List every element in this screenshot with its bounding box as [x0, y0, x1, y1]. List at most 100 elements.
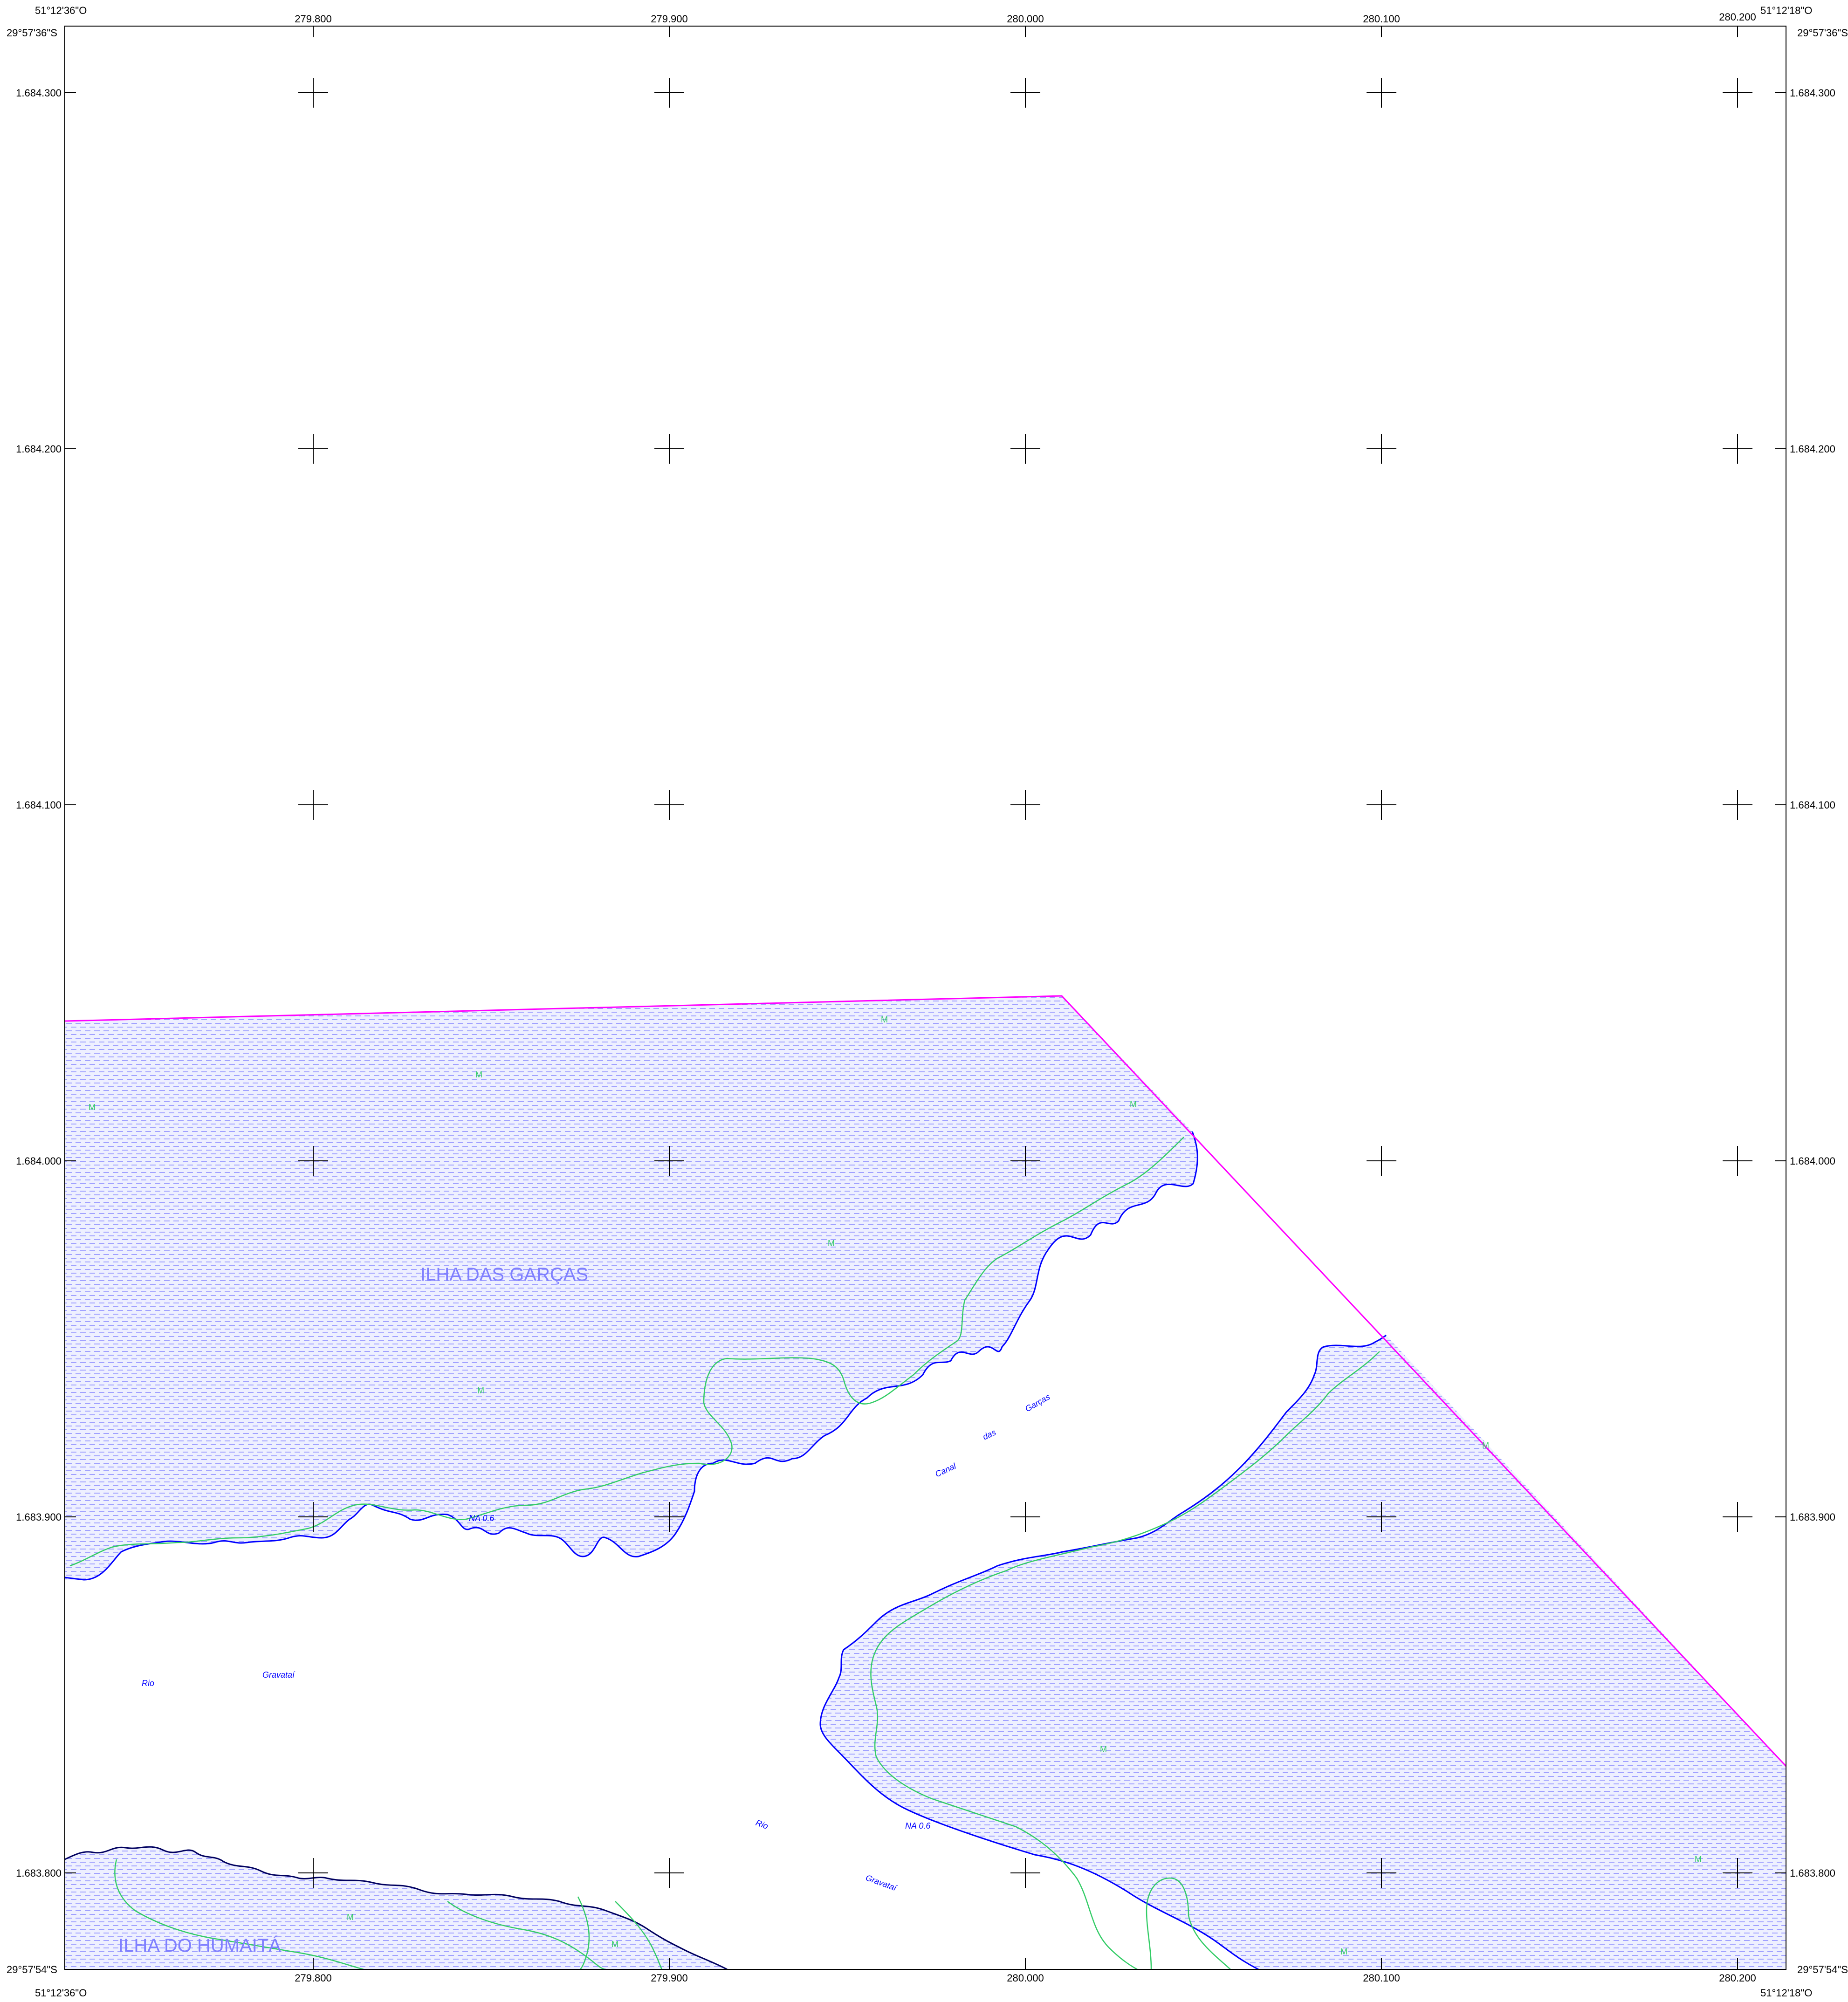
- water-label-gravatai: Gravataí: [865, 1873, 899, 1893]
- vegetation-mark: M: [1695, 1855, 1702, 1864]
- right-northing-label: 1.684.200: [1790, 443, 1835, 455]
- water-level-label: NA 0.6: [905, 1821, 931, 1831]
- grid-cross: [1723, 434, 1752, 464]
- grid-cross: [1723, 78, 1752, 108]
- corner-coordinates: 51°12'36"O 29°57'36"S 51°12'18"O 29°57'3…: [7, 5, 1848, 1999]
- place-name-ilha-das-garcas: ILHA DAS GARÇAS: [420, 1264, 588, 1285]
- vegetation-mark: M: [1340, 1947, 1347, 1956]
- grid-cross: [1010, 1858, 1040, 1888]
- grid-cross: [298, 1858, 328, 1888]
- grid-cross: [654, 434, 684, 464]
- grid-cross: [298, 1146, 328, 1176]
- top-left-latitude: 29°57'36"S: [7, 27, 57, 39]
- left-northing-label: 1.684.100: [16, 799, 62, 811]
- grid-cross: [298, 78, 328, 108]
- vegetation-mark: M: [475, 1070, 482, 1079]
- water-label-rio: Rio: [755, 1818, 769, 1831]
- top-right-longitude: 51°12'18"O: [1760, 5, 1812, 16]
- grid-cross: [1367, 790, 1396, 820]
- grid-cross: [1723, 1146, 1752, 1176]
- right-northing-labels: 1.684.300 1.684.200 1.684.100 1.684.000 …: [1790, 87, 1835, 1879]
- ilha-das-garcas-area: [65, 996, 1198, 1580]
- vegetation-mark: M: [347, 1913, 354, 1922]
- ilha-do-humaita-vegetation-line-4: [615, 1901, 663, 1969]
- grid-cross: [1010, 78, 1040, 108]
- bottom-easting-labels: 279.800 279.900 280.000 280.100 280.200: [295, 1972, 1756, 1984]
- water-label-gravatai: Gravataí: [262, 1670, 295, 1680]
- grid-cross: [1367, 434, 1396, 464]
- ilha-do-humaita-vegetation-line: [114, 1859, 364, 1969]
- grid-cross: [654, 1146, 684, 1176]
- left-northing-label: 1.683.900: [16, 1511, 62, 1523]
- bottom-right-latitude: 29°57'54"S: [1797, 1964, 1848, 1975]
- lower-right-vegetation-line: [870, 1351, 1380, 1969]
- bottom-easting-label: 280.200: [1719, 1972, 1756, 1984]
- grid-cross: [298, 434, 328, 464]
- lower-right-marsh-area: [820, 1335, 1786, 1969]
- water-label-das: das: [981, 1427, 997, 1441]
- vegetation-mark: M: [881, 1015, 888, 1024]
- vegetation-mark: M: [1482, 1441, 1489, 1450]
- left-northing-label: 1.683.800: [16, 1867, 62, 1879]
- project-boundary-line: [65, 995, 1786, 1767]
- ilha-do-humaita-vegetation-line-2: [447, 1900, 606, 1969]
- right-northing-label: 1.684.000: [1790, 1155, 1835, 1167]
- map-frame: [64, 26, 1786, 1970]
- top-easting-label: 280.000: [1007, 13, 1044, 25]
- grid-cross: [1010, 1146, 1040, 1176]
- grid-cross: [1010, 1502, 1040, 1532]
- bottom-easting-label: 279.900: [651, 1972, 688, 1984]
- bottom-left-longitude: 51°12'36"O: [35, 1987, 87, 1999]
- water-label-rio: Rio: [142, 1679, 154, 1688]
- grid-cross: [1723, 1858, 1752, 1888]
- bottom-easting-label: 280.000: [1007, 1972, 1044, 1984]
- vegetation-mark: M: [828, 1239, 835, 1248]
- vegetation-mark: M: [611, 1940, 618, 1949]
- left-northing-label: 1.684.300: [16, 87, 62, 99]
- grid-cross: [1723, 1502, 1752, 1532]
- top-easting-label: 279.900: [651, 13, 688, 25]
- water-level-label: NA 0.6: [469, 1514, 495, 1523]
- grid-cross: [1010, 434, 1040, 464]
- lower-right-vegetation-line-2: [1146, 1877, 1231, 1969]
- left-northing-labels: 1.684.300 1.684.200 1.684.100 1.684.000 …: [16, 87, 62, 1879]
- bottom-right-longitude: 51°12'18"O: [1760, 1987, 1812, 1999]
- right-northing-label: 1.683.900: [1790, 1511, 1835, 1523]
- grid-cross: [654, 78, 684, 108]
- ilha-do-humaita-shoreline: [65, 1846, 728, 1969]
- ilha-do-humaita-area: [65, 1847, 727, 1969]
- top-right-latitude: 29°57'36"S: [1797, 27, 1848, 39]
- ilha-do-humaita-vegetation-line-3: [577, 1896, 590, 1969]
- ilha-das-garcas-shoreline: [65, 1131, 1198, 1581]
- grid-cross: [1367, 1502, 1396, 1532]
- top-easting-labels: 279.800 279.900 280.000 280.100 280.200: [295, 11, 1756, 25]
- place-name-ilha-do-humaita: ILHA DO HUMAITÁ: [118, 1935, 281, 1956]
- grid-cross: [298, 1502, 328, 1532]
- grid-cross: [654, 1858, 684, 1888]
- bottom-easting-label: 280.100: [1363, 1972, 1400, 1984]
- grid-cross: [1723, 790, 1752, 820]
- grid-cross: [654, 1502, 684, 1532]
- top-easting-label: 279.800: [295, 13, 332, 25]
- top-easting-label: 280.200: [1719, 11, 1756, 23]
- bottom-easting-label: 279.800: [295, 1972, 332, 1984]
- bottom-left-latitude: 29°57'54"S: [7, 1964, 57, 1975]
- left-northing-label: 1.684.000: [16, 1155, 62, 1167]
- grid-cross: [298, 790, 328, 820]
- grid-cross: [1010, 790, 1040, 820]
- grid-cross: [654, 790, 684, 820]
- ilha-das-garcas-vegetation-line: [69, 1137, 1184, 1567]
- grid-crosses: [65, 26, 1786, 1969]
- water-label-garcas: Garças: [1024, 1392, 1051, 1413]
- right-northing-label: 1.684.100: [1790, 799, 1835, 811]
- grid-cross: [1367, 78, 1396, 108]
- lower-right-shoreline: [819, 1334, 1387, 1969]
- grid-cross: [1367, 1858, 1396, 1888]
- left-northing-label: 1.684.200: [16, 443, 62, 455]
- vegetation-marks: M M M M M M M M M M M M: [89, 1015, 1702, 1956]
- grid-cross: [1367, 1146, 1396, 1176]
- top-easting-label: 280.100: [1363, 13, 1400, 25]
- right-northing-label: 1.684.300: [1790, 87, 1835, 99]
- vegetation-mark: M: [1100, 1745, 1107, 1754]
